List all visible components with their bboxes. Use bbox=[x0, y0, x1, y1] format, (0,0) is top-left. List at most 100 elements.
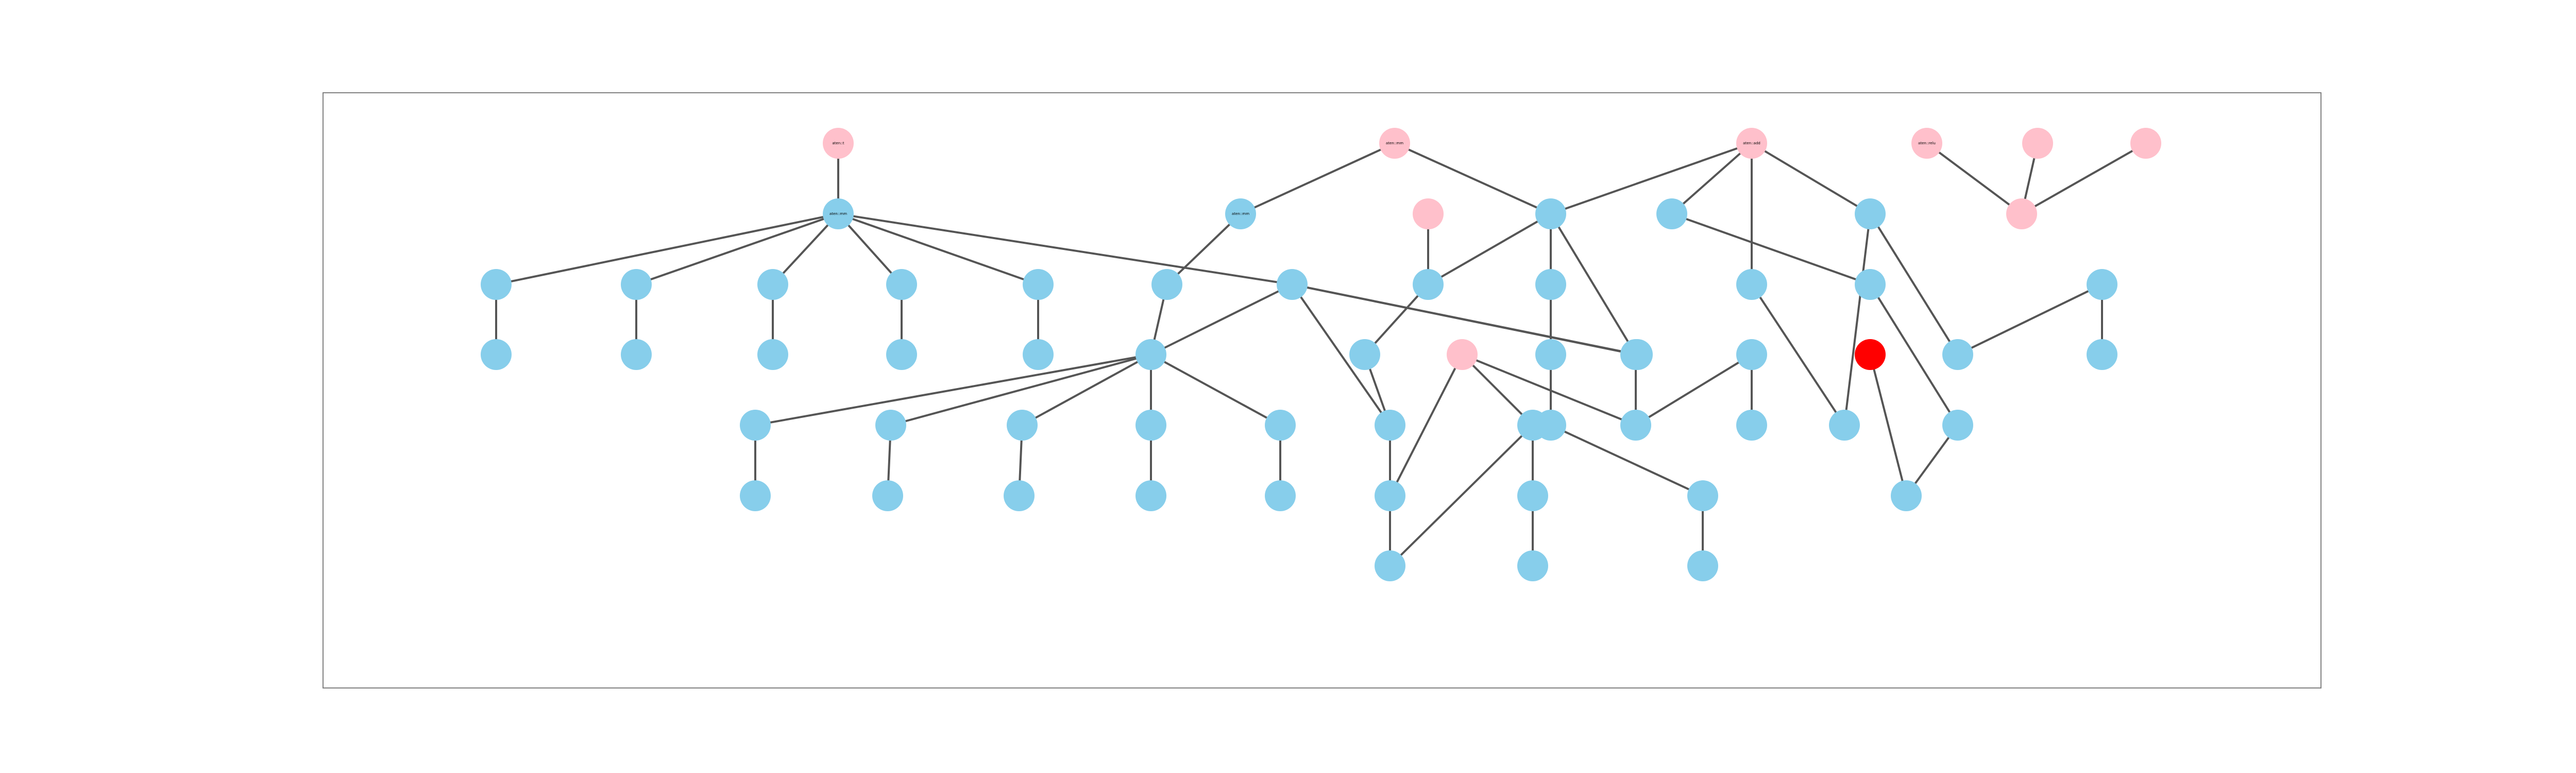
graph-edge bbox=[1389, 354, 1463, 496]
graph-edge bbox=[838, 213, 1293, 285]
node-circle bbox=[1622, 339, 1653, 370]
graph-node bbox=[1413, 269, 1444, 300]
node-circle bbox=[740, 480, 771, 511]
node-layer: aten::t aten::mm aten::add aten::reluaten::… bbox=[481, 128, 2161, 581]
graph-edge bbox=[1166, 213, 1242, 285]
node-circle bbox=[1855, 339, 1886, 370]
graph-node bbox=[1891, 480, 1922, 511]
graph-node bbox=[1942, 410, 1973, 441]
graph-edge bbox=[1394, 142, 1551, 215]
node-circle bbox=[875, 410, 906, 441]
graph-edge bbox=[1462, 354, 1636, 426]
graph-node bbox=[886, 339, 917, 370]
node-circle bbox=[2087, 269, 2117, 300]
graph-node bbox=[1517, 480, 1548, 511]
graph-node bbox=[740, 410, 771, 441]
node-circle bbox=[1375, 480, 1405, 511]
graph-edge bbox=[1291, 283, 1391, 426]
graph-edge bbox=[1461, 354, 1534, 426]
node-circle bbox=[823, 128, 854, 159]
graph-edge bbox=[1550, 424, 1703, 497]
node-circle bbox=[1855, 269, 1886, 300]
graph-node bbox=[1136, 339, 1166, 370]
graph-node: aten::mm bbox=[1379, 128, 1410, 159]
node-circle bbox=[1829, 410, 1860, 441]
node-circle bbox=[1447, 339, 1478, 370]
graph-node bbox=[1855, 339, 1886, 370]
graph-node bbox=[1136, 480, 1166, 511]
graph-edge bbox=[2021, 142, 2146, 215]
graph-node bbox=[1855, 198, 1886, 229]
node-circle bbox=[1736, 128, 1767, 159]
graph-node bbox=[1007, 410, 1038, 441]
node-circle bbox=[1375, 550, 1405, 581]
node-circle bbox=[757, 339, 788, 370]
node-circle bbox=[1265, 410, 1296, 441]
node-circle bbox=[1942, 410, 1973, 441]
graph-node bbox=[1942, 339, 1973, 370]
graph-edge bbox=[837, 213, 903, 285]
graph-edge bbox=[1428, 213, 1551, 285]
graph-edge bbox=[1240, 142, 1395, 215]
graph-node bbox=[1136, 410, 1166, 441]
graph-node bbox=[2006, 198, 2037, 229]
graph-edge bbox=[1751, 283, 1845, 426]
node-circle bbox=[872, 480, 903, 511]
node-label: aten::mm bbox=[829, 212, 847, 216]
graph-node bbox=[1277, 269, 1308, 300]
node-circle bbox=[1517, 550, 1548, 581]
graph-node bbox=[1151, 269, 1182, 300]
graph-edge bbox=[1957, 283, 2103, 356]
node-circle bbox=[1375, 410, 1405, 441]
graph-node bbox=[481, 269, 512, 300]
plot-frame bbox=[323, 92, 2321, 688]
node-circle bbox=[1517, 480, 1548, 511]
graph-node: aten::t bbox=[823, 128, 854, 159]
graph-node: aten::add bbox=[1736, 128, 1767, 159]
node-circle bbox=[1151, 269, 1182, 300]
node-circle bbox=[2087, 339, 2117, 370]
node-circle bbox=[2022, 128, 2053, 159]
node-circle bbox=[1136, 480, 1166, 511]
node-circle bbox=[886, 269, 917, 300]
node-circle bbox=[1535, 269, 1566, 300]
graph-node bbox=[2087, 339, 2117, 370]
node-circle bbox=[1023, 269, 1054, 300]
node-circle bbox=[1007, 410, 1038, 441]
graph-edge bbox=[838, 213, 1039, 285]
graph-node bbox=[1004, 480, 1035, 511]
node-circle bbox=[1855, 198, 1886, 229]
node-circle bbox=[823, 198, 854, 229]
node-circle bbox=[1517, 410, 1548, 441]
graph-node bbox=[1736, 269, 1767, 300]
graph-edge bbox=[496, 213, 839, 285]
graph-edge bbox=[1635, 354, 1753, 426]
graph-node bbox=[1023, 339, 1054, 370]
graph-edge bbox=[1550, 142, 1752, 215]
node-circle bbox=[2006, 198, 2037, 229]
graph-node bbox=[1535, 339, 1566, 370]
node-label: aten::mm bbox=[1386, 141, 1403, 145]
graph-edge bbox=[1843, 213, 1871, 426]
graph-node bbox=[1517, 410, 1548, 441]
node-circle bbox=[1620, 410, 1651, 441]
node-circle bbox=[1136, 339, 1166, 370]
graph-node bbox=[1829, 410, 1860, 441]
graph-node bbox=[886, 269, 917, 300]
graph-node bbox=[1622, 339, 1653, 370]
node-circle bbox=[1736, 339, 1767, 370]
graph-node bbox=[1375, 480, 1405, 511]
node-circle bbox=[1687, 550, 1718, 581]
graph-edge bbox=[1869, 213, 1959, 356]
graph-edge bbox=[1671, 142, 1753, 215]
node-circle bbox=[1413, 198, 1444, 229]
node-circle bbox=[1736, 269, 1767, 300]
node-label: aten::add bbox=[1743, 141, 1760, 145]
node-circle bbox=[886, 339, 917, 370]
graph-node bbox=[1687, 550, 1718, 581]
graph-edge bbox=[636, 213, 839, 285]
graph-edge bbox=[1869, 354, 1907, 496]
node-circle bbox=[757, 269, 788, 300]
node-circle bbox=[621, 339, 652, 370]
